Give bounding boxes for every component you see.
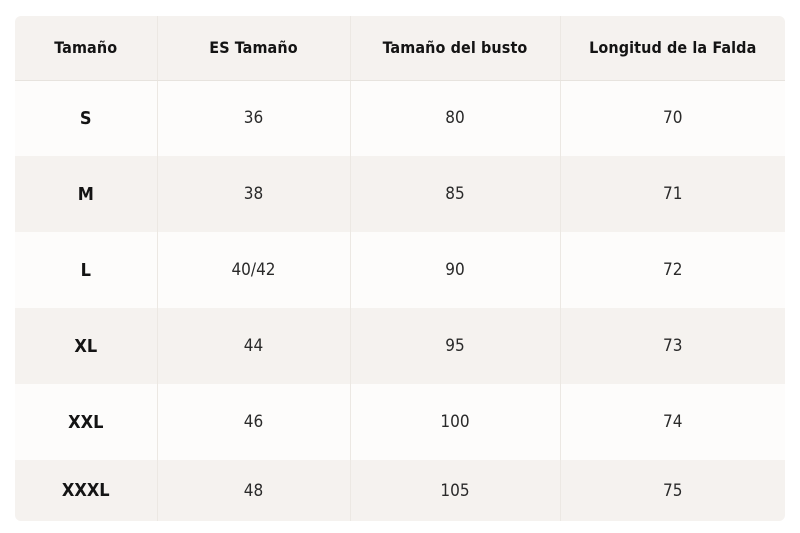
header-size: Tamaño bbox=[15, 16, 157, 81]
table-row: XXXL 48 105 75 bbox=[15, 460, 785, 521]
table-row: L 40/42 90 72 bbox=[15, 232, 785, 308]
header-skirt-length: Longitud de la Falda bbox=[559, 16, 785, 81]
es-size-cell: 38 bbox=[156, 156, 350, 232]
skirt-length-cell: 70 bbox=[559, 80, 785, 156]
es-size-cell: 44 bbox=[156, 308, 350, 384]
skirt-length-cell: 71 bbox=[559, 156, 785, 232]
skirt-length-cell: 74 bbox=[559, 384, 785, 460]
bust-cell: 80 bbox=[349, 80, 560, 156]
es-size-cell: 46 bbox=[156, 384, 350, 460]
header-es-size: ES Tamaño bbox=[156, 16, 350, 81]
size-chart-table: Tamaño ES Tamaño Tamaño del busto Longit… bbox=[15, 16, 785, 521]
bust-cell: 105 bbox=[349, 460, 560, 521]
skirt-length-cell: 75 bbox=[559, 460, 785, 521]
size-cell: L bbox=[80, 259, 91, 281]
skirt-length-cell: 73 bbox=[559, 308, 785, 384]
es-size-cell: 40/42 bbox=[156, 232, 350, 308]
table-body: S 36 80 70 M 38 85 71 L 40/42 90 72 XL 4… bbox=[15, 80, 785, 521]
bust-cell: 95 bbox=[349, 308, 560, 384]
size-cell: XXXL bbox=[61, 480, 110, 501]
header-bust-size: Tamaño del busto bbox=[349, 16, 560, 81]
es-size-cell: 36 bbox=[156, 80, 350, 156]
header-row: Tamaño ES Tamaño Tamaño del busto Longit… bbox=[15, 16, 785, 81]
table-header: Tamaño ES Tamaño Tamaño del busto Longit… bbox=[15, 16, 785, 81]
bust-cell: 100 bbox=[349, 384, 560, 460]
table-row: XXL 46 100 74 bbox=[15, 384, 785, 460]
size-cell: M bbox=[77, 183, 94, 205]
bust-cell: 90 bbox=[349, 232, 560, 308]
skirt-length-cell: 72 bbox=[559, 232, 785, 308]
size-cell: XL bbox=[74, 335, 98, 357]
table-row: XL 44 95 73 bbox=[15, 308, 785, 384]
es-size-cell: 48 bbox=[156, 460, 350, 521]
size-cell: S bbox=[79, 107, 92, 129]
bust-cell: 85 bbox=[349, 156, 560, 232]
table-row: S 36 80 70 bbox=[15, 80, 785, 156]
size-cell: XXL bbox=[68, 411, 104, 433]
table-row: M 38 85 71 bbox=[15, 156, 785, 232]
